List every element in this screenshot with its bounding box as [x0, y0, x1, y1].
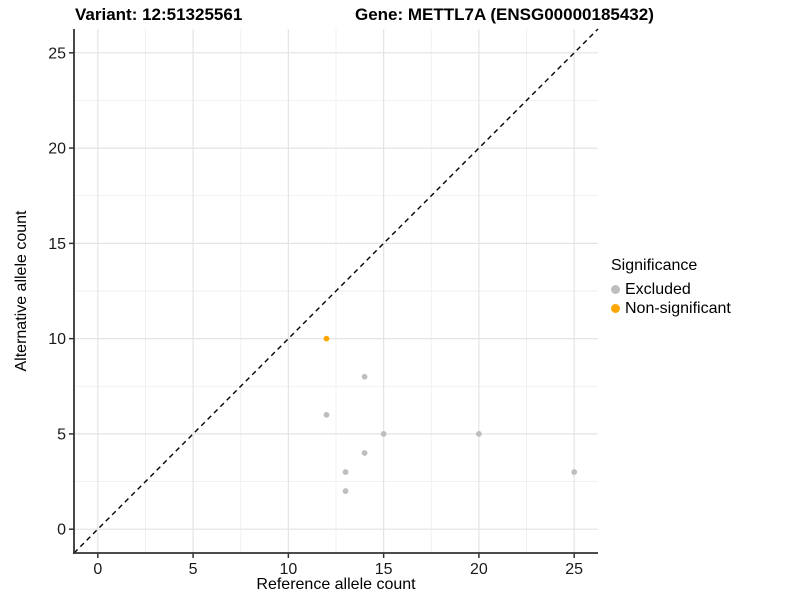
data-point-excluded	[361, 373, 368, 380]
variant-title: Variant: 12:51325561	[75, 5, 243, 24]
y-axis-title: Alternative allele count	[13, 210, 30, 372]
data-point-excluded	[380, 431, 387, 437]
legend-key-dot-icon	[611, 285, 620, 294]
legend-items: Excluded Non-significant	[611, 280, 731, 318]
y-tick-label: 25	[48, 45, 66, 62]
x-tick-label: 10	[279, 561, 297, 578]
data-point-excluded	[361, 450, 368, 456]
data-point-excluded	[323, 411, 330, 418]
data-point-excluded	[342, 469, 349, 475]
x-tick-label: 15	[375, 561, 393, 578]
data-point-excluded	[571, 469, 578, 475]
y-tick-label: 5	[57, 426, 66, 443]
legend-item: Excluded	[611, 280, 731, 299]
x-axis-title: Reference allele count	[256, 576, 416, 593]
y-tick-label: 15	[48, 236, 66, 253]
x-tick-label: 0	[93, 561, 102, 578]
legend-title: Significance	[611, 257, 698, 274]
legend-item: Non-significant	[611, 299, 731, 318]
legend-key-dot-icon	[611, 304, 620, 313]
x-tick-label: 20	[470, 561, 488, 578]
legend-item-label: Non-significant	[625, 299, 731, 317]
x-tick-label: 25	[565, 561, 583, 578]
legend-item-label: Excluded	[625, 280, 691, 298]
y-tick-label: 10	[48, 331, 66, 348]
data-point-excluded	[476, 431, 482, 437]
identity-line	[73, 28, 599, 554]
y-tick-label: 20	[48, 141, 66, 158]
data-point-non-significant	[323, 335, 330, 342]
data-point-excluded	[342, 488, 349, 494]
gene-title: Gene: METTL7A (ENSG00000185432)	[355, 5, 654, 24]
legend: Significance Excluded Non-significant	[611, 257, 731, 318]
x-tick-label: 5	[189, 561, 198, 578]
y-tick-label: 0	[57, 522, 66, 539]
